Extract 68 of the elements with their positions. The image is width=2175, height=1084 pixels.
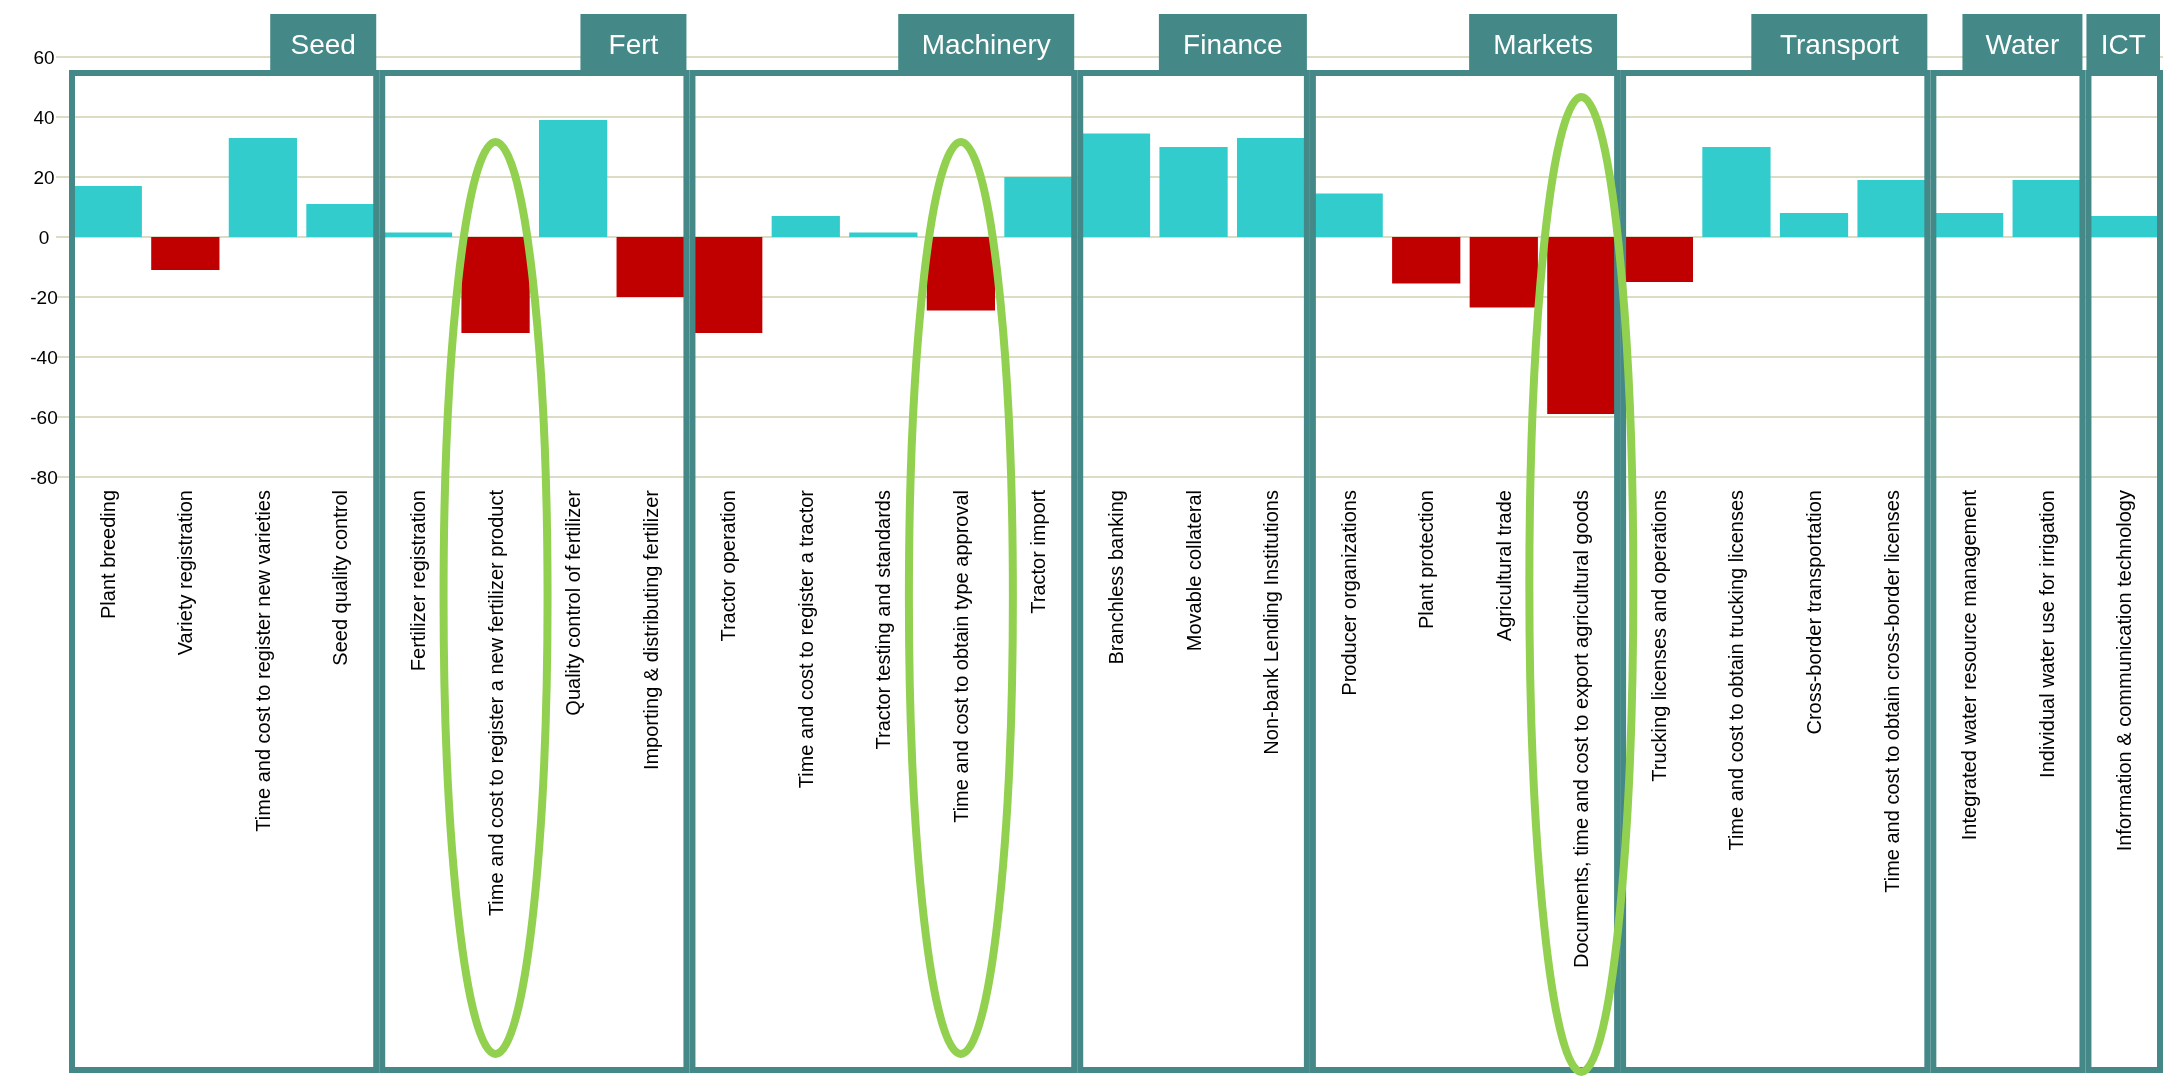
bar	[1857, 180, 1926, 237]
x-tick-label: Tractor operation	[717, 490, 740, 642]
x-tick-label: Tractor import	[1027, 489, 1050, 614]
x-tick-label: Time and cost to register a new fertilizer product	[484, 489, 507, 917]
bar	[1624, 237, 1694, 282]
x-tick-label: Agricultural trade	[1492, 490, 1515, 642]
bar	[1934, 213, 2004, 237]
y-tick-label: 40	[33, 106, 55, 128]
x-tick-label: Individual water use for irrigation	[2035, 490, 2058, 778]
bar	[1314, 193, 1383, 237]
x-tick-label: Plant breeding	[96, 490, 119, 619]
x-tick-label: Integrated water resource management	[1958, 489, 1981, 841]
x-tick-label: Time and cost to register a tractor	[794, 489, 817, 789]
x-tick-label: Plant protection	[1415, 490, 1438, 629]
bar	[2012, 180, 2081, 237]
x-tick-label: Time and cost to obtain type approval	[949, 490, 972, 823]
annotation: Fert	[608, 28, 659, 60]
bar	[616, 237, 685, 297]
bar	[2090, 216, 2159, 237]
bar	[1702, 147, 1771, 237]
bar	[1004, 177, 1073, 237]
annotation: Markets	[1493, 28, 1593, 60]
x-tick-label: Seed quality control	[329, 490, 352, 666]
bar	[1392, 237, 1461, 284]
annotation: Water	[1985, 28, 2060, 60]
bar	[151, 237, 220, 270]
bar	[1779, 213, 1849, 237]
annotation: ICT	[2100, 28, 2146, 60]
x-tick-label: Variety registration	[174, 490, 197, 656]
x-tick-label: Producer organizations	[1337, 490, 1360, 696]
x-tick-label: Branchless banking	[1105, 490, 1127, 665]
x-tick-label: Tractor testing and standards	[872, 490, 895, 750]
bar	[694, 237, 763, 333]
bar	[73, 186, 142, 237]
bar	[1236, 138, 1306, 237]
bar	[771, 216, 840, 237]
x-tick-label: Quality control of fertilizer	[562, 489, 585, 716]
bar	[926, 237, 996, 311]
bar	[306, 204, 375, 237]
x-tick-label: Documents, time and cost to export agricultural goods	[1570, 490, 1593, 969]
bar	[1547, 237, 1616, 414]
y-tick-label: -80	[30, 466, 58, 488]
annotation: Finance	[1183, 28, 1283, 60]
x-tick-label: Trucking licenses and operations	[1647, 490, 1670, 782]
annotation: Machinery	[921, 28, 1051, 60]
x-tick-label: Time and cost to register new varieties	[251, 490, 274, 832]
bar	[461, 237, 530, 333]
x-tick-label: Importing & distributing fertilizer	[639, 489, 662, 771]
x-tick-label: Movable collateral	[1182, 490, 1205, 652]
y-tick-label: 60	[33, 46, 55, 68]
bar	[1159, 147, 1228, 237]
bar	[1081, 133, 1151, 237]
y-tick-label: -20	[30, 286, 58, 308]
x-tick-label: Non-bank Lending Institutions	[1260, 490, 1283, 755]
y-tick-label: -40	[30, 346, 58, 368]
bar	[228, 138, 298, 237]
y-tick-label: 0	[38, 226, 50, 248]
y-tick-label: 20	[33, 166, 55, 188]
y-tick-label: -60	[30, 406, 58, 428]
x-tick-label: Cross-border transportation	[1803, 490, 1825, 735]
annotation: Seed	[290, 28, 356, 60]
bar	[538, 120, 608, 237]
bar	[1469, 237, 1538, 308]
annotation: Transport	[1779, 28, 1899, 60]
x-tick-label: Time and cost to obtain cross-border licenses	[1880, 490, 1903, 893]
x-tick-label: Time and cost to obtain trucking licenses	[1725, 490, 1748, 851]
x-tick-label: Fertilizer registration	[407, 490, 429, 672]
x-tick-label: Information & communication technology	[2113, 490, 2136, 852]
